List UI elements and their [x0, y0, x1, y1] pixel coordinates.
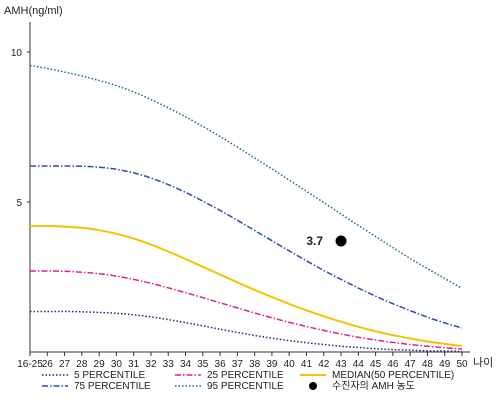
x-tick-label: 42	[318, 359, 330, 370]
x-tick-label: 50	[456, 359, 468, 370]
x-tick-label: 26	[42, 359, 54, 370]
y-axis-title: AMH(ng/ml)	[4, 5, 63, 17]
x-tick-label: 45	[370, 359, 382, 370]
legend-marker-dot	[309, 382, 317, 390]
y-tick-label: 5	[16, 198, 22, 209]
series-line-median-50-percentile	[29, 224, 463, 347]
x-tick-label: 39	[266, 359, 278, 370]
series-line-25-percentile	[29, 270, 463, 350]
patient-amh-value-label: 3.7	[306, 234, 323, 248]
x-tick-label: 37	[232, 359, 244, 370]
legend-label: 95 PERCENTILE	[207, 381, 284, 392]
x-tick-label: 49	[439, 359, 451, 370]
x-tick-label: 29	[94, 359, 106, 370]
x-tick-label: 41	[301, 359, 313, 370]
legend-label: 5 PERCENTILE	[74, 370, 145, 381]
x-tick-label: 32	[145, 359, 157, 370]
x-tick-label: 33	[163, 359, 175, 370]
x-tick-label: 47	[405, 359, 417, 370]
x-tick-label: 36	[215, 359, 227, 370]
legend-label: 수진자의 AMH 농도	[332, 380, 415, 392]
x-tick-label: 16-25	[17, 359, 43, 370]
series-line-5-percentile	[29, 310, 463, 353]
marker-group: 3.7	[306, 234, 347, 248]
x-tick-label: 44	[353, 359, 365, 370]
patient-amh-marker	[335, 235, 347, 247]
x-tick-label: 48	[422, 359, 434, 370]
x-tick-label: 34	[180, 359, 192, 370]
legend-label: 75 PERCENTILE	[74, 381, 151, 392]
x-tick-label: 46	[387, 359, 399, 370]
x-axis-title: 나이	[473, 356, 493, 369]
x-tick-label: 43	[335, 359, 347, 370]
x-tick-label: 40	[284, 359, 296, 370]
x-tick-label: 30	[111, 359, 123, 370]
legend: 5 PERCENTILE 25 PERCENTILE MEDIAN(50 PERCE…	[42, 370, 454, 392]
legend-label: MEDIAN(50 PERCENTILE)	[332, 370, 454, 381]
y-ticks: 10 5	[11, 48, 30, 209]
x-tick-label: 38	[249, 359, 261, 370]
x-tick-label: 35	[197, 359, 209, 370]
y-tick-label: 10	[11, 48, 23, 59]
x-tick-label: 28	[76, 359, 88, 370]
legend-label: 25 PERCENTILE	[207, 370, 284, 381]
series-line-95-percentile	[29, 64, 463, 290]
series-line-75-percentile	[30, 165, 463, 329]
x-tick-label: 27	[59, 359, 71, 370]
series-lines	[29, 64, 463, 353]
x-tick-label: 31	[128, 359, 140, 370]
